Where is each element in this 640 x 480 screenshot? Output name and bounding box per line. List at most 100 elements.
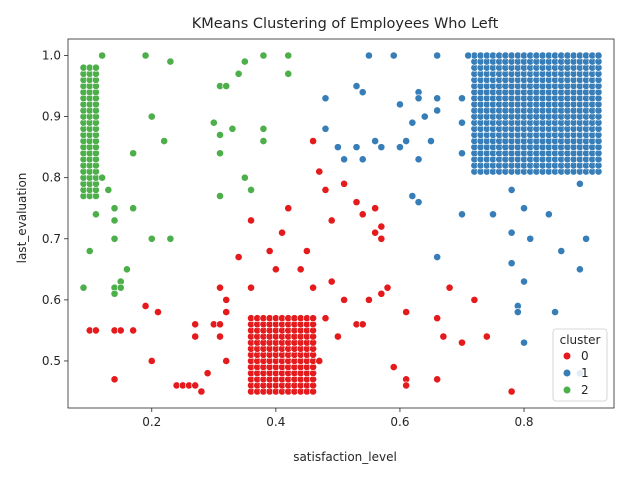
data-point [141, 51, 150, 60]
data-point [433, 314, 442, 323]
data-point [110, 375, 119, 384]
data-point [520, 277, 528, 286]
data-point [365, 295, 373, 304]
data-point [377, 222, 386, 231]
x-tick-label: 0.2 [142, 415, 161, 429]
data-point [271, 265, 280, 274]
data-point [98, 51, 107, 60]
x-axis: 0.2 0.4 0.6 0.8 [142, 408, 534, 429]
data-point [216, 320, 224, 329]
data-point [92, 326, 100, 335]
x-tick-label: 0.6 [390, 415, 409, 429]
data-point [352, 82, 361, 90]
data-point [98, 173, 107, 182]
x-tick-label: 0.8 [514, 415, 533, 429]
data-point [520, 204, 528, 213]
data-point [327, 216, 336, 225]
data-point [396, 100, 404, 109]
data-point [408, 118, 417, 127]
data-point [333, 332, 342, 341]
data-point [358, 155, 367, 164]
data-point [309, 137, 317, 145]
data-point [464, 51, 473, 60]
data-point [340, 155, 348, 164]
data-point [247, 283, 255, 292]
data-point [377, 234, 386, 243]
data-point [389, 363, 398, 371]
data-point [433, 253, 442, 261]
data-point [340, 179, 348, 188]
data-point [489, 210, 497, 219]
data-point [458, 210, 466, 219]
data-point [427, 137, 435, 145]
data-point [389, 51, 398, 60]
legend-title: cluster [560, 333, 601, 347]
data-point [321, 94, 330, 103]
y-tick-label: 1.0 [42, 48, 61, 62]
legend: cluster 0 1 2 [552, 328, 608, 402]
data-point [383, 283, 392, 292]
data-point [129, 149, 138, 158]
data-point [482, 332, 491, 341]
data-point [321, 314, 330, 323]
data-point [216, 283, 224, 292]
data-point [160, 137, 169, 145]
data-point [557, 247, 566, 255]
data-point [507, 387, 516, 396]
data-point [352, 143, 361, 152]
data-point [110, 289, 119, 298]
data-point [166, 234, 175, 243]
data-point [439, 332, 448, 341]
y-axis-label: last_evaluation [15, 173, 29, 264]
data-point [340, 295, 348, 304]
data-point [166, 57, 175, 66]
data-point [278, 228, 286, 237]
data-point [141, 302, 150, 310]
data-point [458, 118, 466, 127]
data-point [240, 173, 249, 182]
data-point [544, 210, 553, 219]
data-point [222, 82, 231, 90]
series-0 [85, 137, 516, 396]
data-point [433, 375, 442, 384]
data-point [358, 320, 367, 329]
data-point [433, 106, 442, 115]
y-tick-label: 0.8 [42, 171, 61, 185]
data-point [197, 387, 206, 396]
data-point [154, 308, 162, 316]
data-point [327, 277, 336, 286]
data-point [402, 308, 411, 316]
data-point [284, 69, 293, 78]
data-point [433, 51, 442, 60]
data-point [284, 51, 293, 60]
data-point [247, 185, 255, 194]
data-point [92, 63, 100, 72]
data-point [507, 259, 516, 268]
y-tick-label: 0.7 [42, 232, 61, 246]
data-point [321, 124, 330, 133]
data-point [110, 216, 119, 225]
data-point [85, 247, 94, 255]
data-point [513, 308, 522, 316]
x-tick-label: 0.4 [266, 415, 285, 429]
data-point [352, 198, 361, 207]
y-tick-label: 0.5 [42, 354, 61, 368]
data-point [284, 204, 293, 213]
data-point [358, 210, 367, 219]
data-point [110, 204, 119, 213]
data-point [520, 338, 528, 347]
legend-box [552, 328, 608, 402]
data-point [433, 94, 442, 103]
data-point [228, 124, 237, 133]
data-point [216, 332, 224, 341]
data-point [104, 185, 113, 194]
data-point [234, 253, 243, 261]
plot-frame [67, 38, 615, 409]
data-point [209, 118, 218, 127]
data-point [402, 381, 411, 390]
data-point [458, 149, 466, 158]
data-point [247, 216, 255, 225]
y-tick-label: 0.9 [42, 110, 61, 124]
data-point [594, 51, 603, 60]
